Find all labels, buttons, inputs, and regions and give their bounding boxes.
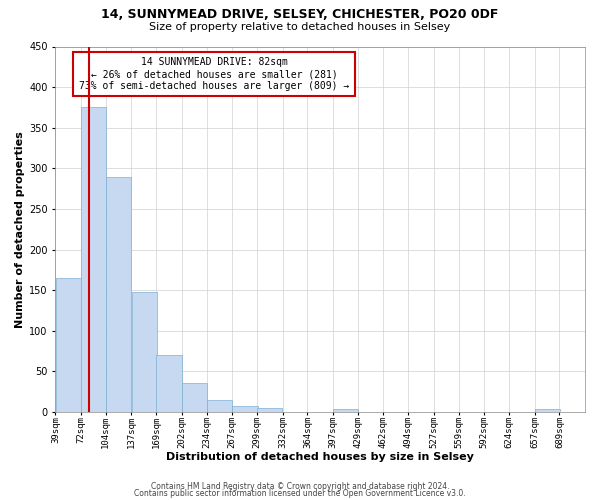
Bar xyxy=(81,108,106,412)
Bar xyxy=(232,406,257,412)
Bar xyxy=(56,278,81,412)
Bar xyxy=(207,400,232,412)
Bar xyxy=(257,408,283,412)
Text: Contains public sector information licensed under the Open Government Licence v3: Contains public sector information licen… xyxy=(134,490,466,498)
Bar xyxy=(535,410,560,412)
Text: 14 SUNNYMEAD DRIVE: 82sqm
← 26% of detached houses are smaller (281)
73% of semi: 14 SUNNYMEAD DRIVE: 82sqm ← 26% of detac… xyxy=(79,58,349,90)
Text: 14, SUNNYMEAD DRIVE, SELSEY, CHICHESTER, PO20 0DF: 14, SUNNYMEAD DRIVE, SELSEY, CHICHESTER,… xyxy=(101,8,499,20)
Bar xyxy=(131,292,157,412)
Y-axis label: Number of detached properties: Number of detached properties xyxy=(15,131,25,328)
Bar xyxy=(182,384,207,412)
X-axis label: Distribution of detached houses by size in Selsey: Distribution of detached houses by size … xyxy=(166,452,474,462)
Text: Contains HM Land Registry data © Crown copyright and database right 2024.: Contains HM Land Registry data © Crown c… xyxy=(151,482,449,491)
Bar xyxy=(106,177,131,412)
Bar xyxy=(157,355,182,412)
Text: Size of property relative to detached houses in Selsey: Size of property relative to detached ho… xyxy=(149,22,451,32)
Bar xyxy=(333,410,358,412)
